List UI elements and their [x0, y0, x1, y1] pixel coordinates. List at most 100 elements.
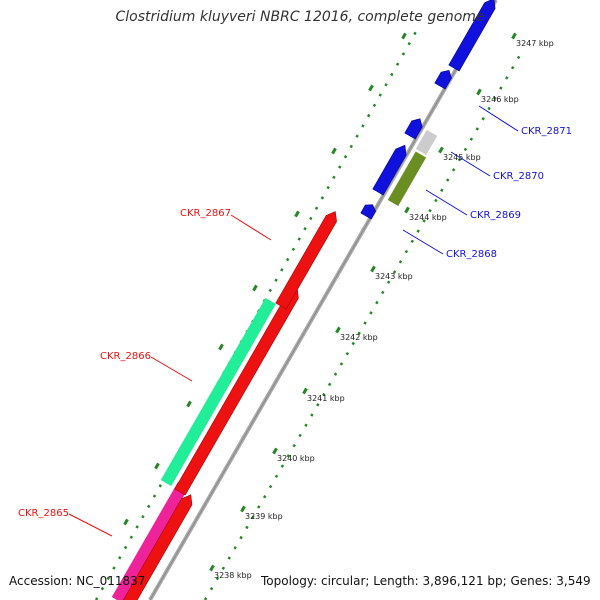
inner-tick-dot	[221, 566, 226, 570]
topology-summary: Topology: circular; Length: 3,896,121 bp…	[261, 574, 591, 588]
kbp-tick-mark	[240, 505, 246, 513]
inner-tick-dot	[363, 321, 367, 325]
inner-tick-dot	[327, 382, 332, 387]
inner-tick-dot	[440, 188, 444, 192]
gene-label-CKR_2865: CKR_2865	[18, 508, 69, 519]
label-leader-line	[425, 189, 468, 216]
outer-tick-dot	[100, 586, 105, 591]
outer-tick-dot	[280, 268, 284, 272]
gene-CKR_2869	[372, 144, 407, 196]
kbp-tick-mark	[370, 265, 376, 273]
inner-tick-dot	[451, 168, 456, 172]
cog-block-magenta	[111, 481, 189, 600]
outer-tick-dot	[285, 257, 290, 262]
inner-tick-dot	[422, 219, 426, 223]
outer-tick-dot	[297, 237, 301, 241]
label-leader-line	[230, 214, 272, 241]
inner-tick-dot	[457, 157, 462, 162]
backbone-shadow	[149, 0, 497, 600]
outer-tick-mark	[154, 462, 160, 470]
inner-tick-dot	[245, 525, 249, 530]
inner-tick-dot	[392, 270, 397, 274]
outer-tick-dot	[152, 494, 157, 498]
gene-CKR_2868	[360, 204, 377, 220]
kbp-tick-label: 3246 kbp	[481, 95, 519, 104]
outer-tick-dot	[326, 185, 330, 190]
inner-tick-dot	[257, 505, 261, 509]
outer-tick-dot	[390, 72, 394, 77]
kbp-tick-label: 3245 kbp	[443, 153, 481, 162]
outer-tick-dot	[314, 206, 319, 210]
inner-tick-dot	[499, 86, 503, 90]
outer-tick-dot	[147, 504, 151, 509]
inner-tick-dot	[446, 178, 450, 182]
outer-tick-dot	[141, 514, 145, 519]
gene-CKR_2865	[123, 494, 193, 600]
inner-tick-dot	[239, 535, 243, 540]
outer-tick-dot	[395, 62, 400, 66]
kbp-tick-label: 3239 kbp	[245, 512, 283, 521]
gene-label-CKR_2866: CKR_2866	[100, 351, 151, 362]
inner-tick-dot	[345, 352, 350, 356]
inner-tick-dot	[251, 515, 255, 519]
outer-tick-dot	[361, 124, 365, 128]
inner-tick-dot	[510, 65, 515, 70]
outer-tick-dot	[291, 247, 296, 252]
outer-tick-dot	[112, 566, 116, 570]
inner-tick-dot	[227, 556, 231, 560]
cog-track	[111, 129, 438, 600]
kbp-tick-label: 3241 kbp	[307, 394, 345, 403]
genome-backbone	[148, 0, 498, 600]
outer-tick-dot	[407, 41, 411, 46]
outer-tick-dot	[372, 103, 377, 108]
inner-tick-dot	[493, 96, 497, 101]
inner-tick-dot	[487, 106, 491, 111]
inner-tick-dot	[316, 403, 320, 407]
label-leader-line	[150, 356, 193, 382]
inner-tick-dot	[516, 55, 521, 60]
gene-label-CKR_2867: CKR_2867	[180, 208, 231, 219]
inner-tick-dot	[339, 362, 344, 366]
inner-tick-dot	[369, 311, 373, 315]
kbp-tick-mark	[511, 32, 517, 40]
inner-tick-dot	[274, 474, 279, 479]
inner-tick-dot	[351, 341, 355, 346]
gene-CKR_2871	[448, 0, 496, 72]
inner-tick-dot	[475, 127, 479, 131]
inner-tick-dot	[298, 433, 302, 438]
outer-tick-mark	[331, 147, 337, 155]
inner-tick-dot	[215, 576, 220, 581]
outer-tick-dot	[158, 484, 162, 488]
inner-tick-dot	[398, 260, 403, 264]
outer-tick-dot	[378, 93, 382, 97]
inner-tick-dot	[333, 372, 338, 376]
inner-tick-dot	[233, 546, 237, 550]
kbp-tick-label: 3243 kbp	[375, 272, 413, 281]
inner-tick-dot	[310, 413, 314, 417]
outer-tick-mark	[252, 284, 258, 292]
outer-tick-mark	[186, 400, 192, 408]
outer-tick-dot	[366, 113, 371, 118]
kbp-tick-mark	[438, 146, 444, 154]
outer-tick-dot	[338, 165, 342, 169]
label-leader-line	[68, 513, 113, 537]
outer-tick-dot	[343, 155, 348, 159]
label-leader-line	[478, 105, 519, 132]
gene-CKR_2871a	[434, 70, 452, 90]
kbp-tick-label: 3244 kbp	[409, 213, 447, 222]
inner-tick-dot	[209, 586, 214, 591]
inner-tick-dot	[481, 117, 485, 121]
cog-block-olive	[387, 151, 427, 206]
inner-tick-dot	[357, 331, 361, 336]
gene-labels: CKR_2865 CKR_2866 CKR_2867 CKR_2868 CKR_2869…	[18, 105, 572, 537]
outer-tick-dot	[106, 576, 110, 581]
kbp-tick-label: 3247 kbp	[516, 39, 554, 48]
inner-tick-dot	[410, 239, 415, 244]
outer-tick-dot	[123, 545, 128, 550]
kbp-tick-mark	[209, 564, 215, 572]
gene-label-CKR_2871: CKR_2871	[521, 126, 572, 137]
outer-tick-dot	[332, 175, 336, 180]
outer-tick-mark	[294, 210, 300, 218]
kbp-tick-label: 3242 kbp	[340, 333, 378, 342]
gene-label-CKR_2868: CKR_2868	[446, 249, 497, 260]
